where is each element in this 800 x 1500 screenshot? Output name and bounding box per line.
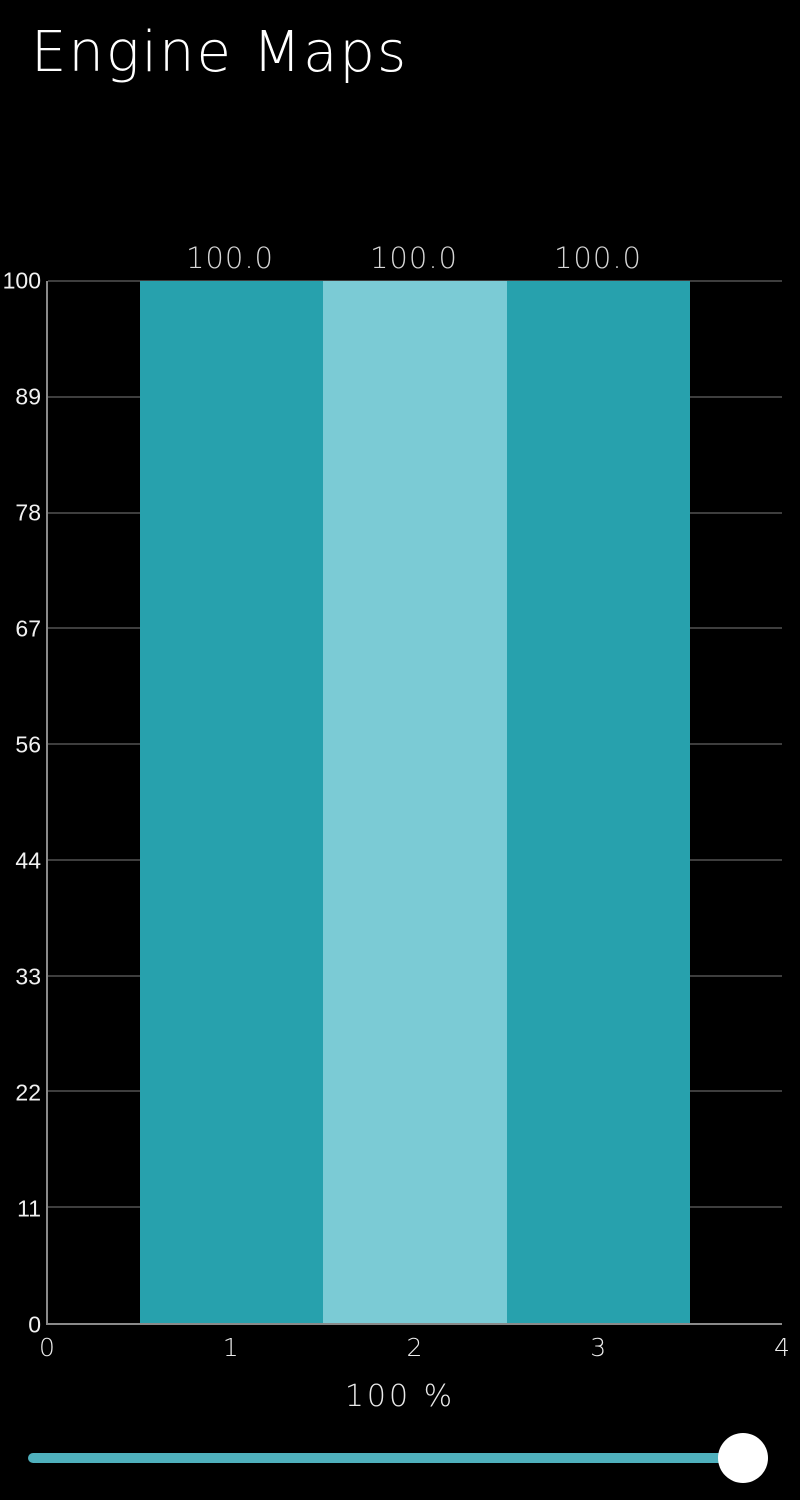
x-tick-label: 3 [590, 1333, 607, 1362]
y-tick-label: 78 [15, 499, 41, 526]
chart-plot-area [46, 280, 782, 1325]
y-tick-label: 22 [15, 1079, 41, 1106]
y-tick-label: 56 [15, 731, 41, 758]
bar-value-label: 100.0 [185, 241, 275, 275]
x-tick-label: 2 [406, 1333, 423, 1362]
bar-value-label: 100.0 [369, 241, 459, 275]
y-tick-label: 33 [15, 963, 41, 990]
x-tick-label: 4 [774, 1333, 790, 1362]
x-tick-label: 0 [39, 1333, 55, 1362]
y-axis-tick-labels: 100 89 78 67 56 44 33 22 11 0 [0, 268, 41, 1338]
slider-thumb[interactable] [718, 1433, 768, 1483]
y-tick-label: 44 [15, 847, 41, 874]
slider-track[interactable] [28, 1453, 768, 1463]
y-tick-label: 89 [15, 383, 41, 410]
y-tick-label: 11 [17, 1195, 41, 1222]
bar-value-labels: 100.0 100.0 100.0 [46, 240, 782, 276]
bar-value-label: 100.0 [553, 241, 643, 275]
bar [139, 281, 324, 1323]
x-tick-label: 1 [222, 1333, 239, 1362]
bar [506, 281, 691, 1323]
bar [323, 281, 507, 1323]
y-tick-label: 0 [28, 1311, 41, 1338]
x-axis-tick-labels: 0 1 2 3 4 [39, 1333, 790, 1363]
page-title: Engine Maps [31, 20, 409, 85]
slider-value-label: 100 % [344, 1379, 456, 1414]
y-tick-label: 100 [2, 267, 41, 294]
y-tick-label: 67 [15, 615, 41, 642]
map-percent-slider[interactable] [28, 1432, 768, 1484]
